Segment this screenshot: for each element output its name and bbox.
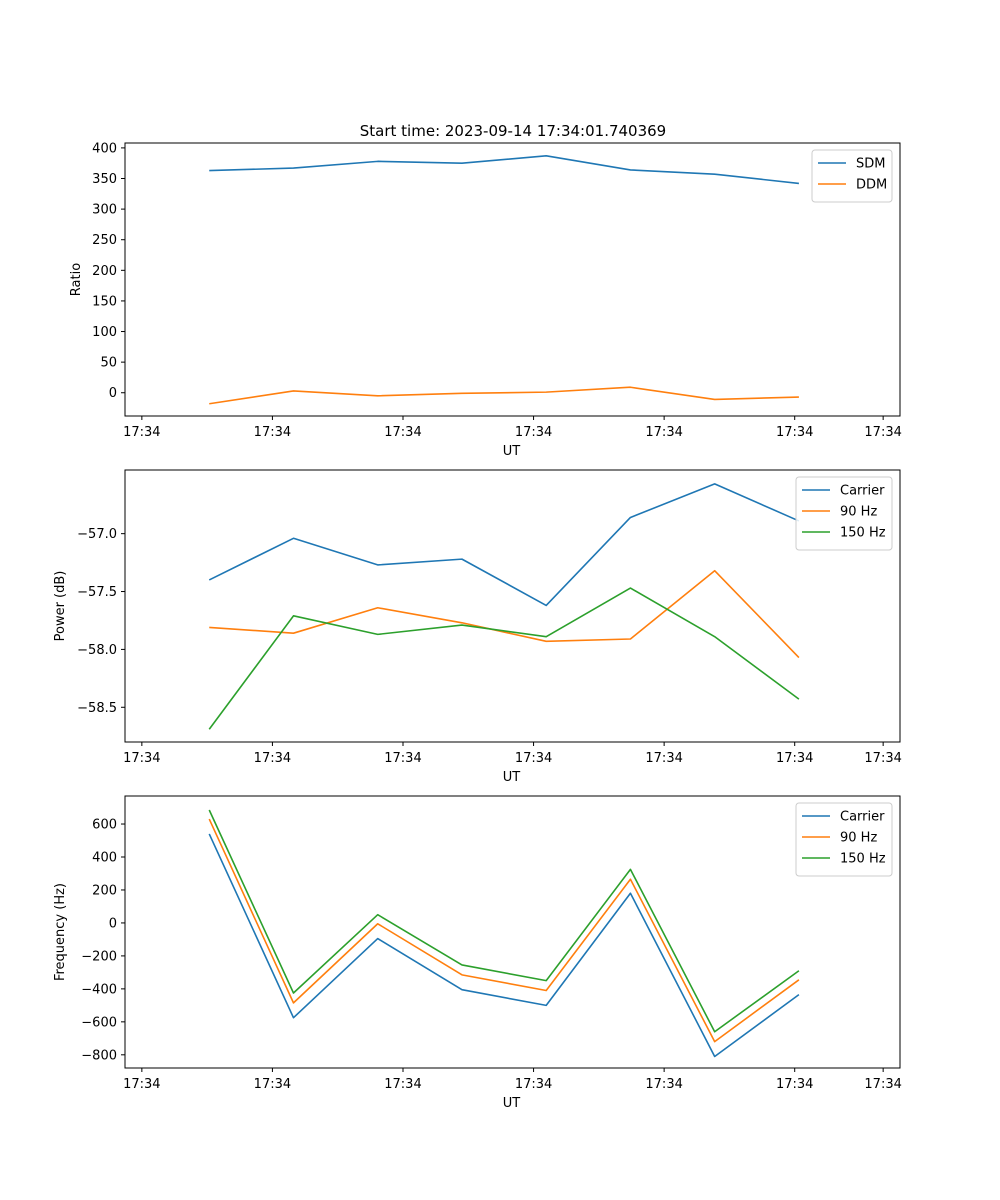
y-tick-label: 400 — [92, 850, 117, 865]
series-line-ddm — [209, 386, 799, 405]
y-axis-label: Power (dB) — [53, 571, 68, 642]
y-tick-label: 150 — [92, 294, 117, 309]
x-axis-label: UT — [503, 770, 521, 785]
legend-label-150-hz: 150 Hz — [840, 852, 886, 867]
series-line-90-hz — [208, 818, 800, 1043]
x-tick-label: 17:34 — [776, 425, 813, 440]
legend: SDM DDM — [811, 149, 893, 203]
y-tick-label: −57.5 — [77, 585, 117, 600]
x-tick-label: 17:34 — [515, 1077, 552, 1092]
x-tick-label: 17:34 — [384, 425, 421, 440]
y-tick-label: −600 — [81, 1015, 117, 1030]
series-line-150-hz — [208, 587, 800, 730]
x-tick-label: 17:34 — [776, 751, 813, 766]
x-tick-label: 17:34 — [515, 751, 552, 766]
y-tick-label: −200 — [81, 949, 117, 964]
y-tick-label: 400 — [92, 141, 117, 156]
y-tick-label: 350 — [92, 172, 117, 187]
y-tick-label: −58.0 — [77, 643, 117, 658]
legend-label-ddm: DDM — [856, 178, 887, 193]
y-tick-label: 200 — [92, 883, 117, 898]
x-tick-label: 17:34 — [254, 425, 291, 440]
y-tick-label: 200 — [92, 264, 117, 279]
legend-label-sdm: SDM — [856, 157, 885, 172]
y-tick-label: 300 — [92, 203, 117, 218]
series-line-carrier — [208, 833, 800, 1058]
legend-label-carrier: Carrier — [840, 484, 885, 499]
x-tick-label: 17:34 — [864, 1077, 901, 1092]
x-tick-label: 17:34 — [123, 751, 160, 766]
chart-panel-2: 17:34 17:34 17:34 17:34 17:34 17:34 17:34 −58.5… — [53, 469, 902, 785]
y-tick-label: 0 — [109, 916, 117, 931]
chart-panel-1: 17:34 17:34 17:34 17:34 17:34 17:34 17:34 0 50 10… — [69, 141, 902, 459]
legend-label-carrier: Carrier — [840, 810, 885, 825]
x-tick-label: 17:34 — [776, 1077, 813, 1092]
figure-title: Start time: 2023-09-14 17:34:01.740369 — [360, 122, 666, 140]
series-line-sdm — [209, 155, 799, 185]
series-line-90-hz — [209, 569, 800, 659]
legend-label-90-hz: 90 Hz — [840, 831, 877, 846]
x-axis-label: UT — [503, 1096, 521, 1111]
x-tick-label: 17:34 — [864, 425, 901, 440]
y-tick-label: −400 — [81, 982, 117, 997]
series-line-carrier — [208, 483, 800, 607]
x-tick-label: 17:34 — [384, 751, 421, 766]
y-tick-label: −800 — [81, 1048, 117, 1063]
legend: Carrier 90 Hz 150 Hz — [795, 476, 893, 551]
x-tick-label: 17:34 — [864, 751, 901, 766]
chart-panel-3: 17:34 17:34 17:34 17:34 17:34 17:34 17:34 −800 −… — [53, 795, 902, 1111]
y-tick-label: −57.0 — [77, 527, 117, 542]
y-tick-label: 50 — [100, 356, 117, 371]
legend: Carrier 90 Hz 150 Hz — [795, 802, 893, 877]
legend-label-90-hz: 90 Hz — [840, 505, 877, 520]
x-tick-label: 17:34 — [645, 1077, 682, 1092]
axes-frame — [124, 469, 901, 743]
axes-frame — [124, 795, 901, 1069]
x-tick-label: 17:34 — [384, 1077, 421, 1092]
x-tick-label: 17:34 — [254, 751, 291, 766]
y-tick-label: 0 — [109, 386, 117, 401]
x-tick-label: 17:34 — [254, 1077, 291, 1092]
x-tick-label: 17:34 — [515, 425, 552, 440]
x-tick-label: 17:34 — [645, 425, 682, 440]
axes-frame — [124, 142, 901, 417]
x-tick-label: 17:34 — [645, 751, 682, 766]
y-tick-label: 100 — [92, 325, 117, 340]
y-tick-label: 600 — [92, 818, 117, 833]
legend-label-150-hz: 150 Hz — [840, 526, 886, 541]
y-axis-label: Ratio — [69, 263, 84, 296]
x-tick-label: 17:34 — [123, 1077, 160, 1092]
y-tick-label: 250 — [92, 233, 117, 248]
series-line-150-hz — [208, 809, 800, 1033]
y-axis-label: Frequency (Hz) — [53, 883, 68, 981]
y-tick-label: −58.5 — [77, 701, 117, 716]
x-axis-label: UT — [503, 444, 521, 459]
x-tick-label: 17:34 — [123, 425, 160, 440]
